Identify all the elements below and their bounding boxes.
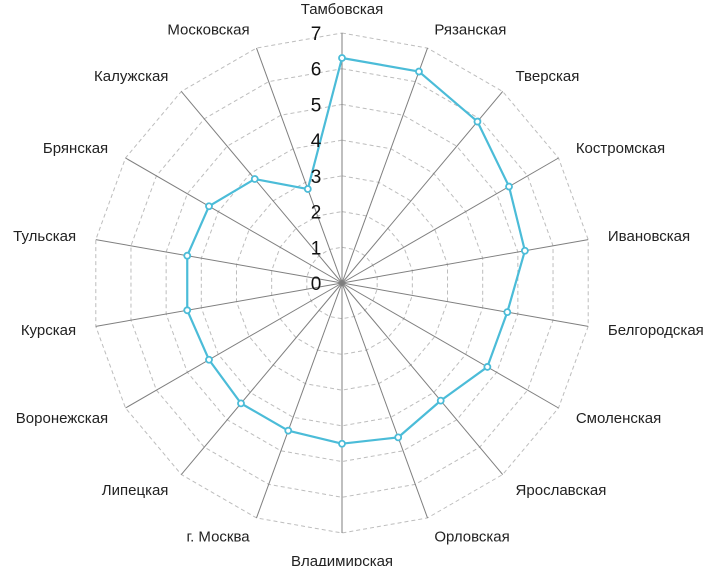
data-point-7 bbox=[436, 396, 445, 405]
category-label-5: Белгородская bbox=[608, 322, 704, 339]
spoke-14 bbox=[95, 239, 343, 284]
data-point-9 bbox=[338, 439, 346, 448]
data-point-13 bbox=[183, 306, 192, 315]
data-point-6 bbox=[483, 363, 492, 371]
spoke-13 bbox=[95, 282, 343, 327]
data-point-10 bbox=[284, 426, 293, 435]
spoke-4 bbox=[341, 239, 589, 284]
spoke-3 bbox=[341, 157, 559, 284]
tick-label-7: 7 bbox=[311, 24, 322, 45]
data-point-11 bbox=[237, 399, 245, 408]
tick-layer: 0 1 2 3 4 5 6 7 bbox=[311, 24, 322, 295]
spoke-11 bbox=[180, 282, 343, 475]
category-label-2: Тверская bbox=[516, 68, 580, 85]
spoke-12 bbox=[125, 282, 343, 409]
spoke-1 bbox=[341, 47, 428, 284]
category-label-0: Тамбовская bbox=[301, 1, 384, 18]
series-layer bbox=[183, 54, 529, 448]
category-label-13: Курская bbox=[21, 322, 76, 339]
spoke-10 bbox=[256, 282, 343, 519]
tick-label-1: 1 bbox=[311, 238, 322, 259]
tick-label-2: 2 bbox=[311, 203, 322, 224]
category-label-15: Брянская bbox=[43, 140, 108, 157]
category-label-17: Московская bbox=[167, 21, 249, 38]
data-point-8 bbox=[394, 433, 403, 442]
data-point-3 bbox=[505, 182, 513, 191]
spoke-16 bbox=[180, 91, 343, 284]
category-label-10: г. Москва bbox=[186, 529, 250, 546]
category-label-9: Владимирская bbox=[291, 553, 393, 566]
data-point-0 bbox=[338, 54, 346, 62]
tick-label-4: 4 bbox=[311, 131, 322, 152]
spoke-15 bbox=[125, 157, 343, 284]
data-point-4 bbox=[520, 246, 529, 255]
category-label-11: Липецкая bbox=[102, 482, 169, 499]
category-label-8: Орловская bbox=[434, 529, 509, 546]
data-point-5 bbox=[503, 308, 512, 317]
data-point-15 bbox=[205, 202, 213, 211]
data-point-2 bbox=[473, 117, 482, 126]
category-label-4: Ивановская bbox=[608, 228, 690, 245]
category-label-3: Костромская bbox=[576, 140, 665, 157]
tick-label-5: 5 bbox=[311, 95, 322, 116]
data-point-16 bbox=[250, 175, 259, 183]
label-layer: Тамбовская Рязанская Тверская Костромская Ив… bbox=[13, 1, 704, 566]
data-point-17 bbox=[303, 185, 312, 193]
spoke-8 bbox=[341, 282, 428, 519]
spoke-7 bbox=[341, 282, 504, 475]
tick-label-0: 0 bbox=[311, 274, 322, 295]
category-label-14: Тульская bbox=[13, 228, 76, 245]
data-point-1 bbox=[415, 67, 423, 76]
category-label-16: Калужская bbox=[94, 68, 168, 85]
tick-label-6: 6 bbox=[311, 60, 322, 81]
category-label-7: Ярославская bbox=[516, 482, 607, 499]
category-label-1: Рязанская bbox=[434, 21, 506, 38]
data-point-12 bbox=[205, 355, 213, 364]
data-point-14 bbox=[183, 251, 192, 260]
spoke-17 bbox=[256, 47, 343, 284]
spoke-6 bbox=[341, 282, 559, 409]
category-label-12: Воронежская bbox=[16, 410, 108, 427]
spoke-5 bbox=[341, 282, 589, 327]
category-label-6: Смоленская bbox=[576, 410, 661, 427]
spoke-layer bbox=[95, 33, 589, 533]
tick-label-3: 3 bbox=[311, 167, 322, 188]
